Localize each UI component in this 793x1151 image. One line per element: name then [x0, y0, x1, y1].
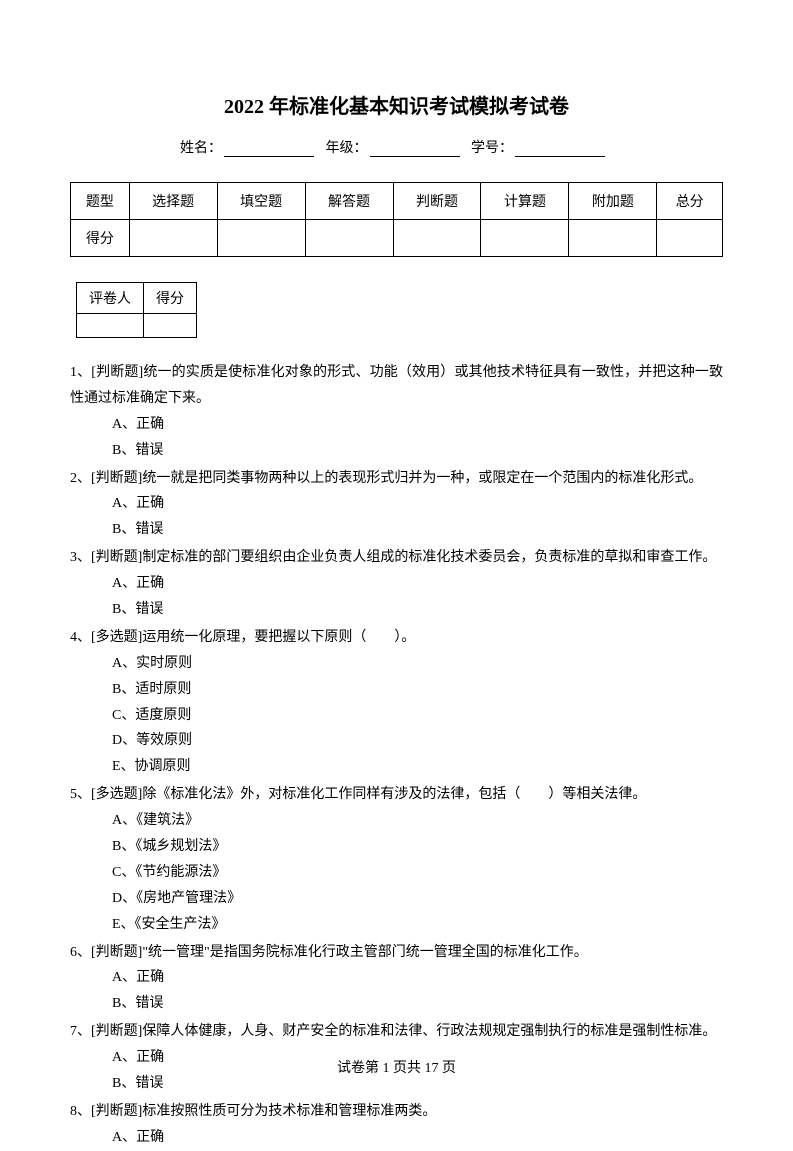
question-item: 3、[判断题]制定标准的部门要组织由企业负责人组成的标准化技术委员会，负责标准的…: [70, 545, 723, 623]
exam-title: 2022 年标准化基本知识考试模拟考试卷: [70, 90, 723, 119]
question-text: 8、[判断题]标准按照性质可分为技术标准和管理标准两类。: [70, 1099, 723, 1125]
option-item: E、协调原则: [112, 754, 723, 780]
question-text: 2、[判断题]统一就是把同类事物两种以上的表现形式归并为一种，或限定在一个范围内…: [70, 466, 723, 492]
cell-empty: [129, 220, 217, 257]
option-item: D、等效原则: [112, 728, 723, 754]
cell-score-label: 得分: [144, 283, 197, 314]
question-text: 5、[多选题]除《标准化法》外，对标准化工作同样有涉及的法律，包括（ ）等相关法…: [70, 782, 723, 808]
grade-blank: [370, 141, 460, 157]
cell-empty: [481, 220, 569, 257]
options-list: A、实时原则B、适时原则C、适度原则D、等效原则E、协调原则: [70, 651, 723, 780]
cell-answer: 解答题: [305, 183, 393, 220]
table-row: 题型 选择题 填空题 解答题 判断题 计算题 附加题 总分: [71, 183, 723, 220]
question-item: 8、[判断题]标准按照性质可分为技术标准和管理标准两类。A、正确: [70, 1099, 723, 1151]
question-text: 3、[判断题]制定标准的部门要组织由企业负责人组成的标准化技术委员会，负责标准的…: [70, 545, 723, 571]
table-row: [77, 314, 197, 338]
cell-empty: [393, 220, 481, 257]
question-item: 4、[多选题]运用统一化原理，要把握以下原则（ ）。A、实时原则B、适时原则C、…: [70, 625, 723, 780]
option-item: A、实时原则: [112, 651, 723, 677]
options-list: A、正确B、错误: [70, 491, 723, 543]
cell-empty: [657, 220, 723, 257]
option-item: B、《城乡规划法》: [112, 834, 723, 860]
options-list: A、正确: [70, 1125, 723, 1151]
options-list: A、正确B、错误: [70, 412, 723, 464]
question-item: 6、[判断题]"统一管理"是指国务院标准化行政主管部门统一管理全国的标准化工作。…: [70, 940, 723, 1018]
question-item: 5、[多选题]除《标准化法》外，对标准化工作同样有涉及的法律，包括（ ）等相关法…: [70, 782, 723, 937]
name-blank: [224, 141, 314, 157]
cell-empty: [305, 220, 393, 257]
grader-table: 评卷人 得分: [76, 282, 197, 338]
option-item: D、《房地产管理法》: [112, 886, 723, 912]
question-item: 2、[判断题]统一就是把同类事物两种以上的表现形式归并为一种，或限定在一个范围内…: [70, 466, 723, 544]
options-list: A、正确B、错误: [70, 965, 723, 1017]
option-item: B、适时原则: [112, 677, 723, 703]
questions-container: 1、[判断题]统一的实质是使标准化对象的形式、功能（效用）或其他技术特征具有一致…: [70, 360, 723, 1151]
option-item: A、正确: [112, 1125, 723, 1151]
score-table: 题型 选择题 填空题 解答题 判断题 计算题 附加题 总分 得分: [70, 182, 723, 257]
cell-extra: 附加题: [569, 183, 657, 220]
cell-empty: [144, 314, 197, 338]
question-text: 6、[判断题]"统一管理"是指国务院标准化行政主管部门统一管理全国的标准化工作。: [70, 940, 723, 966]
student-info-line: 姓名： 年级： 学号：: [70, 137, 723, 157]
option-item: B、错误: [112, 991, 723, 1017]
option-item: A、正确: [112, 965, 723, 991]
question-text: 7、[判断题]保障人体健康，人身、财产安全的标准和法律、行政法规规定强制执行的标…: [70, 1019, 723, 1045]
cell-total: 总分: [657, 183, 723, 220]
cell-choice: 选择题: [129, 183, 217, 220]
cell-empty: [217, 220, 305, 257]
name-label: 姓名：: [180, 141, 222, 156]
cell-type-label: 题型: [71, 183, 130, 220]
option-item: B、错误: [112, 438, 723, 464]
option-item: C、适度原则: [112, 703, 723, 729]
option-item: C、《节约能源法》: [112, 860, 723, 886]
cell-score-label: 得分: [71, 220, 130, 257]
question-text: 4、[多选题]运用统一化原理，要把握以下原则（ ）。: [70, 625, 723, 651]
cell-empty: [569, 220, 657, 257]
option-item: B、错误: [112, 517, 723, 543]
cell-fill: 填空题: [217, 183, 305, 220]
option-item: B、错误: [112, 597, 723, 623]
grade-label: 年级：: [326, 141, 368, 156]
table-row: 评卷人 得分: [77, 283, 197, 314]
id-blank: [515, 141, 605, 157]
cell-grader-label: 评卷人: [77, 283, 144, 314]
option-item: A、正确: [112, 491, 723, 517]
question-text: 1、[判断题]统一的实质是使标准化对象的形式、功能（效用）或其他技术特征具有一致…: [70, 360, 723, 412]
option-item: E、《安全生产法》: [112, 912, 723, 938]
options-list: A、正确B、错误: [70, 571, 723, 623]
cell-empty: [77, 314, 144, 338]
option-item: A、正确: [112, 571, 723, 597]
cell-calc: 计算题: [481, 183, 569, 220]
option-item: A、正确: [112, 412, 723, 438]
option-item: A、《建筑法》: [112, 808, 723, 834]
table-row: 得分: [71, 220, 723, 257]
options-list: A、《建筑法》B、《城乡规划法》C、《节约能源法》D、《房地产管理法》E、《安全…: [70, 808, 723, 937]
page-footer: 试卷第 1 页共 17 页: [0, 1057, 793, 1077]
question-item: 1、[判断题]统一的实质是使标准化对象的形式、功能（效用）或其他技术特征具有一致…: [70, 360, 723, 464]
cell-judge: 判断题: [393, 183, 481, 220]
id-label: 学号：: [471, 141, 513, 156]
